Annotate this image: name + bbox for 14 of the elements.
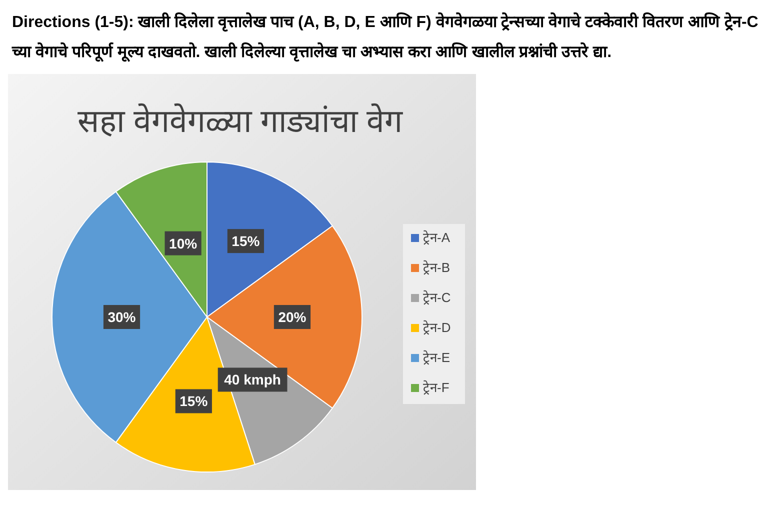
data-label: 15% [232, 233, 260, 250]
text: Directions (1-5): खाली दिलेला वृत्तालेख पाच (A, B, D, E आणि F) वेगवेगळया ट्रेन्सच्या वेगाचे टक्केवारी वितरण आणि ट्रेन-C च्या वेगाचे परिपूर्ण मूल्य दाखवतो. खाली दिलेल्या वृत्तालेख चा अभ्यास करा आणि खालील प्रश्नांची उत्तरे द्या. [12, 11, 760, 64]
data-label: 30% [108, 309, 136, 325]
data-label: 15% [180, 393, 208, 410]
legend-label: ट्रेन-C [423, 290, 451, 305]
data-label: 10% [169, 235, 198, 252]
data-label: 20% [278, 309, 307, 325]
legend-label: ट्रेन-E [423, 350, 450, 365]
text: 40 kmph [224, 372, 281, 388]
legend-label: ट्रेन-A [423, 230, 450, 245]
legend-label: ट्रेन-B [423, 260, 450, 275]
legend-label: ट्रेन-F [423, 380, 450, 395]
legend-label: ट्रेन-D [423, 320, 451, 335]
chart-title: सहा वेगवेगळ्या गाड्यांचा वेग [78, 103, 404, 139]
